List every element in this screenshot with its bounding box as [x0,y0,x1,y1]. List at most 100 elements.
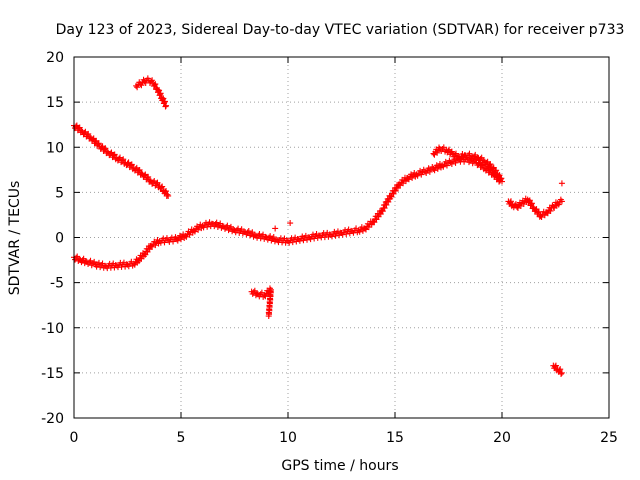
data-point-trace [493,167,500,174]
data-point [182,232,189,239]
data-point [261,292,268,299]
data-point-trace [248,230,255,237]
data-point [92,261,99,268]
data-point-trace [258,289,265,296]
data-point [550,203,557,210]
data-point-trace [136,166,143,173]
data-point [165,192,172,199]
data-point [274,237,281,244]
data-point-trace [478,162,485,169]
data-point-trace [434,149,441,156]
data-point-trace [85,130,92,137]
data-point [122,159,129,166]
x-tick-label: 25 [600,430,618,446]
data-point-trace [414,172,421,179]
data-point [156,238,163,245]
series-early-descending-arc [71,122,171,199]
data-point [88,135,95,142]
y-tick-label: 10 [46,140,64,156]
data-point-trace [498,175,505,182]
data-point-trace [492,168,499,175]
x-tick-label: 20 [493,430,511,446]
data-point [488,164,495,171]
y-tick-label: -5 [50,276,64,292]
data-point [430,165,437,172]
data-point [248,288,255,295]
data-point [355,227,362,234]
data-point-trace [127,162,134,169]
data-point-trace [385,198,392,205]
data-point-trace [487,161,494,168]
data-point-trace [186,231,193,238]
data-point [531,205,538,212]
data-point-trace [154,179,161,186]
data-point-trace [183,233,190,240]
data-point [96,143,103,150]
y-tick-label: 15 [46,95,64,111]
data-point-trace [423,170,430,177]
x-axis-tick-labels: 0 5 10 15 20 25 [70,430,618,446]
data-point [436,146,443,153]
x-axis-label: GPS time / hours [281,458,398,474]
data-point [306,234,313,241]
data-point [137,81,144,88]
data-point-trace [535,209,542,216]
data-point [77,257,84,264]
data-point-trace [538,214,545,221]
data-point [558,369,565,376]
data-point [513,203,520,210]
data-point-trace [76,124,83,131]
data-point-trace [110,152,117,159]
data-point [190,227,197,234]
data-point [105,149,112,156]
data-point-trace [104,148,111,155]
data-point [396,181,403,188]
y-tick-label: 5 [55,185,64,201]
data-point-trace [547,207,554,214]
y-tick-label: -20 [41,411,64,427]
y-tick-label: -10 [41,321,64,337]
data-point [165,237,172,244]
data-point [124,261,131,268]
chart-title: Day 123 of 2023, Sidereal Day-to-day VTE… [56,22,625,38]
data-point-trace [226,225,233,232]
plot-frame [73,56,610,419]
data-point-trace [164,191,171,198]
data-point-trace [145,173,152,180]
data-point [338,229,345,236]
data-point [537,212,544,219]
data-point [430,150,437,157]
data-point-trace [91,258,98,265]
data-point-trace [466,150,473,157]
data-point [220,223,227,230]
data-point [148,178,155,185]
data-point [130,260,137,267]
data-point-trace [147,177,154,184]
data-point [494,171,501,178]
data-point-trace [149,243,156,250]
data-point [156,183,163,190]
y-tick-label: -15 [41,366,64,382]
data-point [252,232,259,239]
data-point [130,165,137,172]
data-point [509,202,516,209]
data-point-trace [157,90,164,97]
data-point-trace [138,82,145,89]
data-point [558,180,565,187]
data-points [71,75,565,377]
data-point [462,152,469,159]
data-point-trace [512,201,519,208]
data-point [499,178,505,185]
data-point-trace [528,200,535,207]
data-point-trace [128,161,135,168]
data-point [413,171,420,178]
data-point-trace [191,228,198,235]
data-point [469,153,476,160]
x-tick-label: 15 [386,430,404,446]
data-point [263,234,270,241]
data-point-trace [440,163,447,170]
data-point-trace [431,167,438,174]
data-point [255,291,262,298]
data-point [150,80,157,87]
